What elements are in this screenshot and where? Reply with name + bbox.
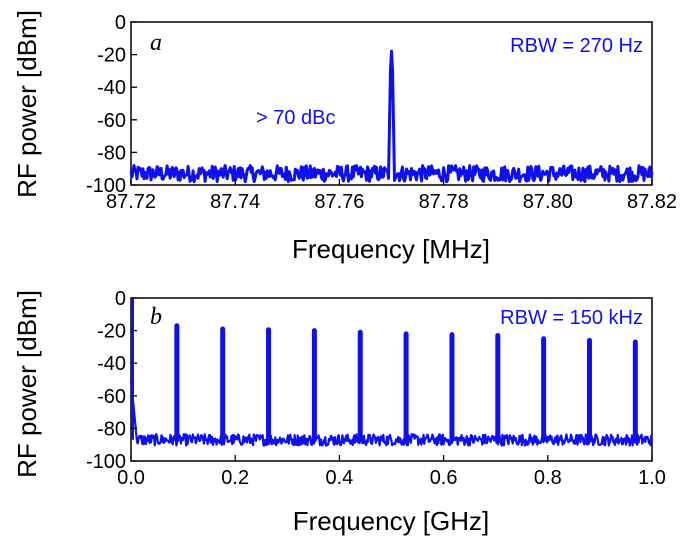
panel-a-y-tick-label: -60 — [97, 110, 126, 132]
panel-b-y-tick-label: -80 — [97, 418, 126, 440]
panel-a-plot-frame — [130, 21, 653, 186]
panel-a-x-tick-label: 87.82 — [627, 191, 677, 213]
panel-b-x-tick-label: 0.2 — [221, 467, 249, 489]
panel-b-noise-floor-trace — [129, 379, 653, 447]
panel-a-dynamic-range-label: > 70 dBc — [256, 107, 336, 129]
panel-b-letter: b — [150, 304, 162, 330]
panel-a-y-tick-label: -80 — [97, 142, 126, 164]
panel-b-x-tick-label: 1.0 — [638, 467, 666, 489]
panel-a-x-tick-label: 87.74 — [210, 191, 260, 213]
panel-b-x-tick-label: 0.8 — [534, 467, 562, 489]
panel-a-y-tick-label: -20 — [97, 45, 126, 67]
panel-b-rbw-label: RBW = 150 kHz — [500, 307, 643, 329]
panel-b-y-tick-label: -60 — [97, 386, 126, 408]
panel-a-rbw-label: RBW = 270 Hz — [510, 35, 643, 57]
panel-b-x-axis-title: Frequency [GHz] — [293, 506, 490, 536]
panel-a-y-tick-label: -100 — [86, 175, 126, 197]
panel-b-x-tick-label: 0.4 — [325, 467, 353, 489]
panel-a-y-axis-title: RF power [dBm] — [12, 10, 42, 198]
panel-b-ticks: 0.0 0.2 0.4 0.6 0.8 1.0 0 -20 -40 -60 -80 -100 — [86, 288, 666, 489]
panel-b-x-tick-label: 0.0 — [117, 467, 145, 489]
panel-a-y-tick-label: -40 — [97, 77, 126, 99]
panel-b-y-tick-label: -40 — [97, 353, 126, 375]
panel-a-x-axis-title: Frequency [MHz] — [292, 234, 490, 264]
panel-a-y-tick-label: 0 — [115, 12, 126, 34]
panel-b-y-tick-label: -100 — [86, 451, 126, 473]
panel-a-letter: a — [150, 30, 162, 56]
panel-b-y-axis-title: RF power [dBm] — [12, 290, 42, 478]
panel-a-x-tick-label: 87.76 — [314, 191, 364, 213]
panel-b-y-tick-label: -20 — [97, 321, 126, 343]
panel-a-x-tick-label: 87.80 — [523, 191, 573, 213]
panel-b: 0.0 0.2 0.4 0.6 0.8 1.0 0 -20 -40 -60 -80 -100 b RB… — [12, 288, 666, 536]
panel-a: 87.72 87.74 87.76 87.78 87.80 87.82 0 -20 -40 -60… — [12, 10, 677, 264]
panel-a-x-tick-label: 87.72 — [106, 191, 156, 213]
panel-a-x-tick-label: 87.78 — [419, 191, 469, 213]
panel-b-x-tick-label: 0.6 — [430, 467, 458, 489]
panel-a-ticks: 87.72 87.74 87.76 87.78 87.80 87.82 0 -20 -40 -60… — [86, 12, 677, 213]
panel-a-spectrum-trace — [129, 49, 654, 184]
panel-b-y-tick-label: 0 — [115, 288, 126, 310]
panel-b-peaks — [131, 298, 638, 443]
